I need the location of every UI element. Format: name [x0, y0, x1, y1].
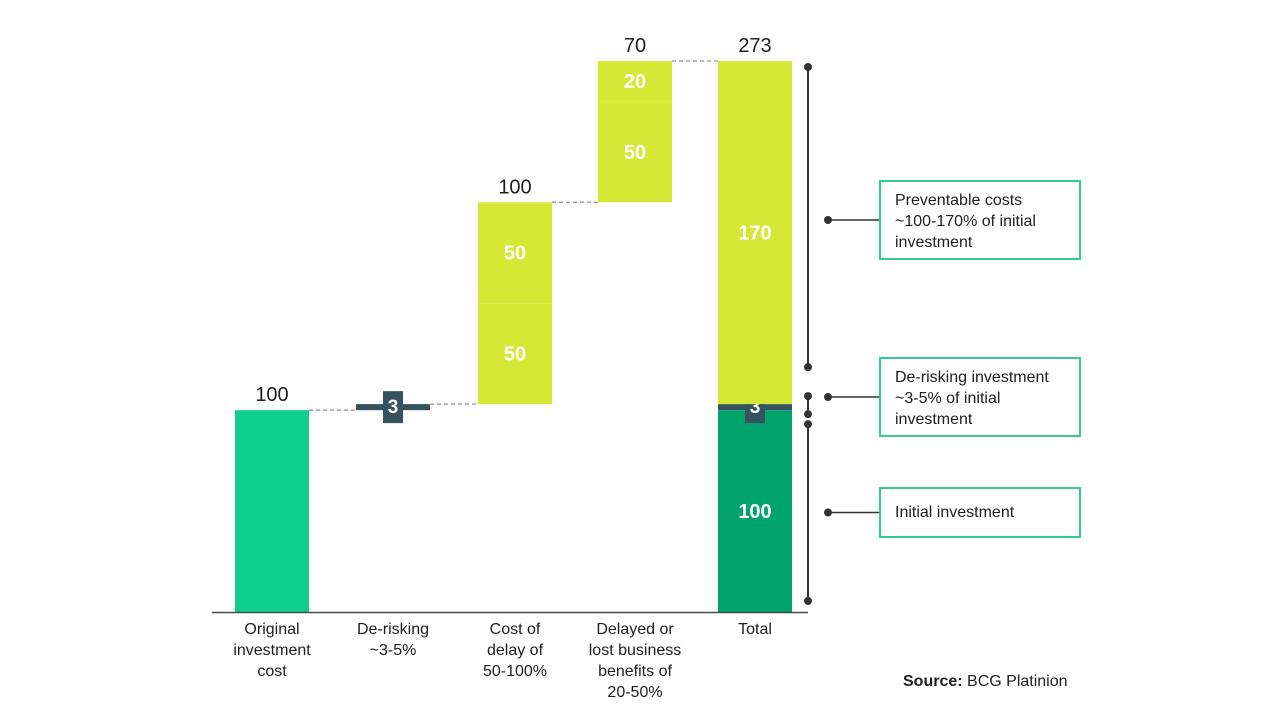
bracket-dot-bottom-initial [804, 597, 812, 605]
legend-line-derisking-1: ~3-5% of initial [895, 390, 1001, 407]
bar-segment-benefits-1 [598, 61, 672, 102]
total-label-benefits: 70 [624, 35, 646, 57]
bracket-dot-bottom-derisking [804, 410, 812, 419]
legend-box-derisking: De-risking investment ~3-5% of initial inv… [879, 357, 1081, 437]
bars: 100 3 50 50 100 50 20 70 100 3 170 273 [235, 35, 792, 612]
data-label-total-2: 170 [738, 223, 771, 245]
category-label-derisking: De-risking ~3-5% [333, 619, 453, 661]
legend-box-initial: Initial investment [879, 487, 1081, 538]
bar-segment-delay-0 [478, 303, 552, 405]
data-label-derisking-0: 3 [388, 397, 399, 418]
category-label-line-total-0: Total [738, 621, 772, 638]
category-label-line-delay-0: Cost of [489, 621, 541, 638]
total-label-delay: 100 [498, 176, 531, 198]
category-label-line-benefits-0: Delayed or [596, 621, 674, 638]
data-label-total-0: 100 [738, 501, 771, 523]
source-label: Source: [903, 673, 963, 690]
category-label-benefits: Delayed or lost business benefits of 20-50% [575, 619, 695, 703]
legend-line-preventable-0: Preventable costs [895, 192, 1023, 209]
category-label-delay: Cost of delay of 50-100% [455, 619, 575, 682]
category-label-line-original-2: cost [257, 663, 287, 680]
bar-segment-total-2 [718, 61, 792, 405]
bracket-dot-top-initial [804, 420, 812, 429]
data-label-delay-0: 50 [504, 344, 526, 366]
legend-line-initial-0: Initial investment [895, 504, 1015, 521]
category-label-original: Original investment cost [212, 619, 332, 682]
category-label-line-benefits-1: lost business [588, 642, 682, 659]
category-label-line-benefits-3: 20-50% [607, 684, 663, 701]
total-label-total: 273 [738, 35, 771, 57]
data-label-total-1: 3 [750, 397, 761, 418]
legend-box-preventable: Preventable costs ~100-170% of initial inv… [879, 180, 1081, 260]
category-label-line-original-0: Original [244, 621, 300, 638]
legend-line-preventable-2: investment [895, 234, 973, 251]
bar-segment-total-0 [718, 410, 792, 612]
legend-line-preventable-1: ~100-170% of initial [895, 213, 1036, 230]
source-note: Source: BCG Platinion [903, 673, 1068, 691]
source-text: BCG Platinion [967, 673, 1068, 690]
category-label-line-delay-1: delay of [486, 642, 544, 659]
bracket-dot-top-derisking [804, 392, 812, 401]
derisk-badge-derisking [383, 391, 403, 424]
category-label-total: Total [695, 619, 815, 640]
category-label-line-original-1: investment [233, 642, 311, 659]
legend-line-derisking-0: De-risking investment [895, 369, 1049, 386]
bar-segment-benefits-0 [598, 101, 672, 203]
data-label-delay-1: 50 [504, 243, 526, 265]
bracket-dot-bottom-preventable [804, 363, 812, 372]
bracket-dot-top-preventable [804, 63, 812, 71]
category-label-line-derisking-0: De-risking [356, 621, 429, 638]
legend-line-derisking-2: investment [895, 411, 973, 428]
legend-brackets [804, 63, 879, 605]
category-label-line-delay-2: 50-100% [482, 663, 548, 680]
connector-lines [309, 60, 718, 411]
total-label-original: 100 [255, 384, 288, 406]
data-label-benefits-0: 50 [624, 142, 646, 164]
bar-segment-original-0 [235, 410, 309, 612]
bar-segment-delay-1 [478, 202, 552, 304]
data-label-benefits-1: 20 [624, 71, 646, 93]
category-label-line-derisking-1: ~3-5% [369, 642, 417, 659]
category-label-line-benefits-2: benefits of [598, 663, 672, 680]
